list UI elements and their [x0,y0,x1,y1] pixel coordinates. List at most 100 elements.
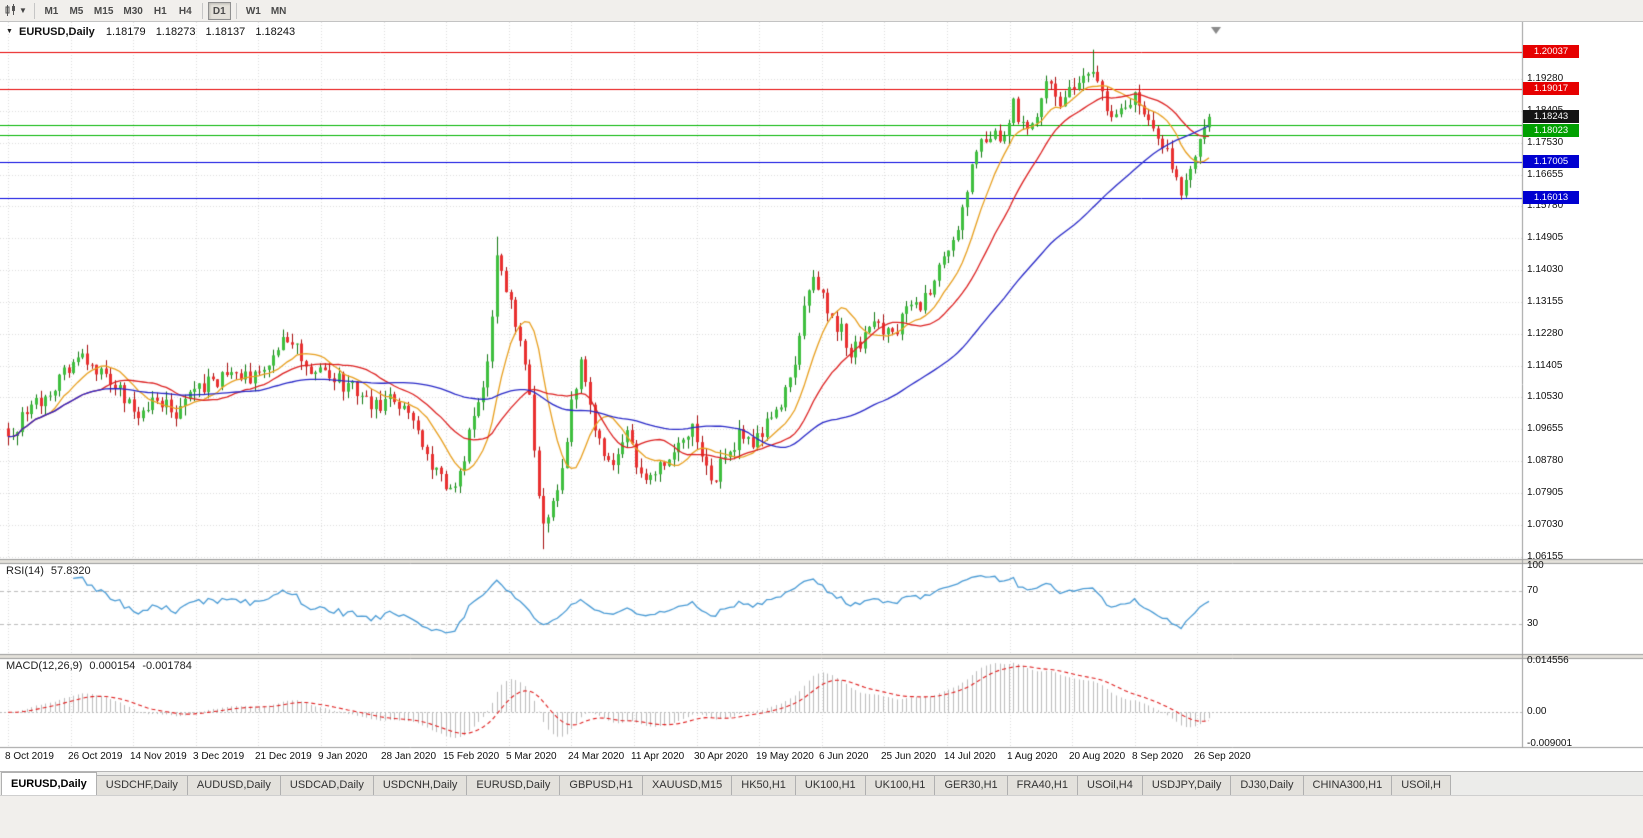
hline-price-tag: 1.16013 [1523,191,1579,205]
open-price-label: 1.18179 [105,26,146,38]
toolbar-separator [33,2,35,19]
close-price-label: 1.18243 [255,26,296,38]
date-axis-label: 28 Jan 2020 [381,751,437,762]
chart-tab-uk100-h1[interactable]: UK100,H1 [794,775,866,795]
date-axis-label: 14 Nov 2019 [130,751,187,762]
rsi-indicator-label: RSI(14) 57.8320 [6,565,91,577]
rsi-axis-label: 100 [1527,560,1544,571]
timeframe-button-d1[interactable]: D1 [207,1,231,20]
date-axis-label: 8 Sep 2020 [1132,751,1184,762]
price-tick-label: 1.19280 [1527,73,1564,85]
chart-tabs-bar: EURUSD,Daily USDCHF,Daily AUDUSD,Daily USDC… [0,771,1643,795]
toolbar-separator [201,2,203,19]
date-axis-label: 30 Apr 2020 [694,751,748,762]
date-axis-label: 6 Jun 2020 [819,751,869,762]
timeframe-buttons: M1 M5 M15 M30 H1 H4 D1 W1 MN [39,1,291,20]
timeframe-button-w1[interactable]: W1 [245,5,261,17]
chart-tab-uk100-h1[interactable]: UK100,H1 [864,775,936,795]
date-axis-label: 20 Aug 2020 [1069,751,1126,762]
rsi-value: 57.8320 [50,565,91,577]
hline-price-tag: 1.20037 [1523,45,1579,59]
rsi-axis-label: 70 [1527,584,1539,596]
date-axis-label: 26 Oct 2019 [68,751,123,762]
timeframe-button-h1[interactable]: H1 [153,5,167,17]
chart-tab-dj30-daily[interactable]: DJ30,Daily [1230,775,1304,795]
timeframe-button-mn[interactable]: MN [270,5,287,17]
price-tick-label: 1.14905 [1527,232,1564,244]
chart-tab-eurusd-daily[interactable]: EURUSD,Daily [1,772,97,795]
date-axis-label: 9 Jan 2020 [318,751,368,762]
price-tick-label: 1.15780 [1527,200,1564,212]
price-tick-label: 1.07030 [1527,518,1564,530]
macd-axis-label: 0.014556 [1527,655,1569,666]
price-tick-label: 1.08780 [1527,455,1564,467]
hline-price-tag: 1.18023 [1523,123,1579,137]
chart-tab-eurusd-daily[interactable]: EURUSD,Daily [466,775,561,795]
date-axis-label: 19 May 2020 [756,751,814,762]
date-axis-label: 11 Apr 2020 [631,751,685,762]
price-tick-label: 1.13155 [1527,295,1564,307]
date-axis-label: 14 Jul 2020 [944,751,996,762]
rsi-axis-label: 30 [1527,618,1539,630]
date-axis-label: 5 Mar 2020 [506,751,557,762]
timeframe-button-m15[interactable]: M15 [93,5,114,17]
chart-tab-usoil-h[interactable]: USOil,H [1391,775,1451,795]
chart-tab-usoil-h4[interactable]: USOil,H4 [1077,775,1143,795]
chart-tab-fra40-h1[interactable]: FRA40,H1 [1006,775,1078,795]
macd-main-value: 0.000154 [89,660,136,672]
date-axis-label: 1 Aug 2020 [1007,751,1058,762]
price-tick-label: 1.17530 [1527,136,1564,148]
toolbar-separator [235,2,237,19]
price-tick-label: 1.11405 [1527,359,1563,371]
timeframe-button-h4[interactable]: H4 [178,5,192,17]
timeframe-button-m30[interactable]: M30 [123,5,143,17]
chart-tab-ger30-h1[interactable]: GER30,H1 [934,775,1008,795]
rsi-name: RSI(14) [6,565,44,577]
macd-name: MACD(12,26,9) [6,660,83,672]
price-chart-canvas[interactable] [0,22,1643,771]
date-axis-label: 24 Mar 2020 [568,751,625,762]
date-axis-label: 21 Dec 2019 [255,751,312,762]
chart-tab-china300-h1[interactable]: CHINA300,H1 [1302,775,1393,795]
price-tick-label: 1.14030 [1527,264,1564,276]
toolbar: ▼ M1 M5 M15 M30 H1 H4 D1 W1 MN [0,0,1643,22]
high-price-label: 1.18273 [155,26,196,38]
hline-price-tag: 1.17005 [1523,155,1579,169]
chart-tab-usdcnh-daily[interactable]: USDCNH,Daily [372,775,468,795]
chart-tab-xauusd-m15[interactable]: XAUUSD,M15 [641,775,733,795]
price-tick-label: 1.10530 [1527,391,1564,403]
chart-tab-gbpusd-h1[interactable]: GBPUSD,H1 [559,775,643,795]
price-tick-label: 1.06155 [1527,550,1564,562]
macd-axis-label: -0.009001 [1527,738,1573,749]
chart-type-icon[interactable] [4,4,18,17]
date-axis-label: 3 Dec 2019 [193,751,245,762]
chart-dropdown-caret[interactable]: ▼ [19,6,27,15]
chart-tab-usdchf-daily[interactable]: USDCHF,Daily [95,775,188,795]
date-axis-label: 25 Jun 2020 [881,751,937,762]
status-bar [0,795,1643,838]
date-axis-label: 8 Oct 2019 [5,751,54,762]
current-price-tag: 1.18243 [1523,110,1579,124]
macd-axis-label: 0.00 [1527,706,1547,718]
price-tick-label: 1.09655 [1527,423,1564,435]
macd-signal-value: -0.001784 [142,660,192,672]
price-tick-label: 1.07905 [1527,486,1564,498]
chart-area[interactable]: ▼ EURUSD,Daily 1.18179 1.18273 1.18137 1… [0,22,1643,771]
symbol-timeframe-label: EURUSD,Daily [19,26,95,38]
collapse-icon[interactable]: ▼ [6,28,13,35]
price-tick-label: 1.16655 [1527,168,1564,180]
date-axis-label: 26 Sep 2020 [1194,751,1251,762]
timeframe-button-m1[interactable]: M1 [44,5,59,17]
timeframe-button-m5[interactable]: M5 [69,5,84,17]
hline-price-tag: 1.19017 [1523,82,1579,96]
chart-tab-usdcad-daily[interactable]: USDCAD,Daily [279,775,374,795]
chart-tab-audusd-daily[interactable]: AUDUSD,Daily [186,775,281,795]
date-axis-label: 15 Feb 2020 [443,751,500,762]
price-tick-label: 1.12280 [1527,327,1564,339]
chart-tab-hk50-h1[interactable]: HK50,H1 [731,775,796,795]
low-price-label: 1.18137 [205,26,246,38]
macd-indicator-label: MACD(12,26,9) 0.000154 -0.001784 [6,660,192,672]
chart-title: ▼ EURUSD,Daily 1.18179 1.18273 1.18137 1… [6,26,302,38]
chart-tab-usdjpy-daily[interactable]: USDJPY,Daily [1141,775,1232,795]
